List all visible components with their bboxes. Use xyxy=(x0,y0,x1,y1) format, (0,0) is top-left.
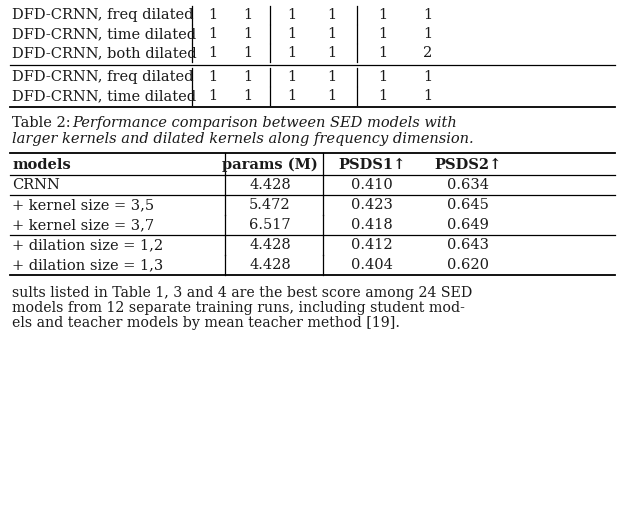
Text: params (M): params (M) xyxy=(222,158,318,172)
Text: 1: 1 xyxy=(424,89,433,103)
Text: DFD-CRNN, freq dilated: DFD-CRNN, freq dilated xyxy=(12,70,193,84)
Text: 1: 1 xyxy=(328,8,337,22)
Text: 1: 1 xyxy=(424,27,433,41)
Text: 1: 1 xyxy=(328,46,337,60)
Text: 1: 1 xyxy=(378,89,388,103)
Text: 1: 1 xyxy=(378,70,388,84)
Text: 1: 1 xyxy=(328,70,337,84)
Text: 1: 1 xyxy=(287,89,296,103)
Text: 0.423: 0.423 xyxy=(351,198,393,212)
Text: DFD-CRNN, both dilated: DFD-CRNN, both dilated xyxy=(12,46,196,60)
Text: CRNN: CRNN xyxy=(12,178,60,192)
Text: 1: 1 xyxy=(243,8,253,22)
Text: 1: 1 xyxy=(209,89,218,103)
Text: 0.634: 0.634 xyxy=(447,178,489,192)
Text: 1: 1 xyxy=(209,70,218,84)
Text: DFD-CRNN, time dilated: DFD-CRNN, time dilated xyxy=(12,89,196,103)
Text: Table 2:: Table 2: xyxy=(12,116,80,130)
Text: 1: 1 xyxy=(378,27,388,41)
Text: 1: 1 xyxy=(328,89,337,103)
Text: 1: 1 xyxy=(287,46,296,60)
Text: 5.472: 5.472 xyxy=(249,198,291,212)
Text: models from 12 separate training runs, including student mod-: models from 12 separate training runs, i… xyxy=(12,301,465,315)
Text: 1: 1 xyxy=(243,70,253,84)
Text: 1: 1 xyxy=(209,27,218,41)
Text: 6.517: 6.517 xyxy=(249,218,291,232)
Text: 1: 1 xyxy=(378,8,388,22)
Text: 2: 2 xyxy=(424,46,433,60)
Text: + kernel size = 3,7: + kernel size = 3,7 xyxy=(12,218,154,232)
Text: 0.418: 0.418 xyxy=(351,218,393,232)
Text: 0.645: 0.645 xyxy=(447,198,489,212)
Text: PSDS1↑: PSDS1↑ xyxy=(339,158,406,172)
Text: 1: 1 xyxy=(424,8,433,22)
Text: Performance comparison between SED models with: Performance comparison between SED model… xyxy=(72,116,457,130)
Text: 1: 1 xyxy=(209,8,218,22)
Text: PSDS2↑: PSDS2↑ xyxy=(435,158,502,172)
Text: 1: 1 xyxy=(287,27,296,41)
Text: 4.428: 4.428 xyxy=(249,178,291,192)
Text: + dilation size = 1,3: + dilation size = 1,3 xyxy=(12,258,163,272)
Text: 1: 1 xyxy=(287,70,296,84)
Text: 0.412: 0.412 xyxy=(351,238,393,252)
Text: 0.404: 0.404 xyxy=(351,258,393,272)
Text: + kernel size = 3,5: + kernel size = 3,5 xyxy=(12,198,154,212)
Text: 0.643: 0.643 xyxy=(447,238,489,252)
Text: + dilation size = 1,2: + dilation size = 1,2 xyxy=(12,238,163,252)
Text: 0.649: 0.649 xyxy=(447,218,489,232)
Text: 1: 1 xyxy=(243,27,253,41)
Text: sults listed in Table 1, 3 and 4 are the best score among 24 SED: sults listed in Table 1, 3 and 4 are the… xyxy=(12,286,472,300)
Text: larger kernels and dilated kernels along frequency dimension.: larger kernels and dilated kernels along… xyxy=(12,132,474,146)
Text: DFD-CRNN, time dilated: DFD-CRNN, time dilated xyxy=(12,27,196,41)
Text: 4.428: 4.428 xyxy=(249,238,291,252)
Text: 1: 1 xyxy=(287,8,296,22)
Text: els and teacher models by mean teacher method [19].: els and teacher models by mean teacher m… xyxy=(12,316,400,330)
Text: 4.428: 4.428 xyxy=(249,258,291,272)
Text: 0.410: 0.410 xyxy=(351,178,393,192)
Text: 1: 1 xyxy=(378,46,388,60)
Text: 1: 1 xyxy=(209,46,218,60)
Text: 1: 1 xyxy=(243,46,253,60)
Text: 1: 1 xyxy=(328,27,337,41)
Text: models: models xyxy=(12,158,71,172)
Text: 1: 1 xyxy=(243,89,253,103)
Text: 1: 1 xyxy=(424,70,433,84)
Text: DFD-CRNN, freq dilated: DFD-CRNN, freq dilated xyxy=(12,8,193,22)
Text: 0.620: 0.620 xyxy=(447,258,489,272)
